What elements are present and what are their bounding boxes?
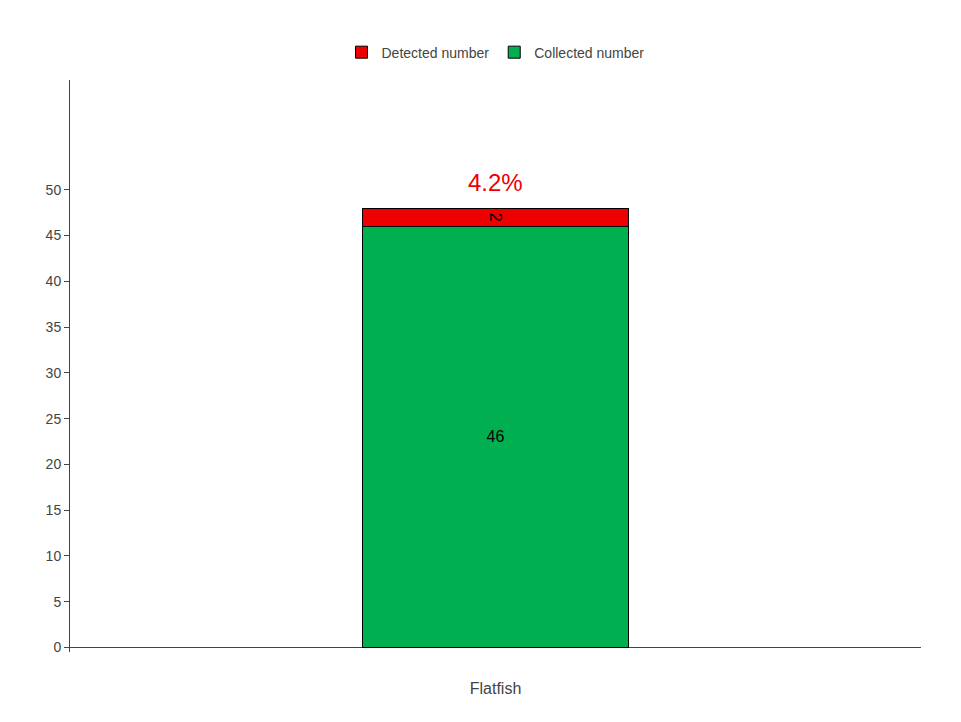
svg-text:20: 20 [46, 456, 62, 472]
svg-text:Detected number: Detected number [382, 45, 490, 61]
svg-text:10: 10 [46, 548, 62, 564]
svg-text:35: 35 [46, 319, 62, 335]
svg-text:Flatfish: Flatfish [470, 680, 522, 697]
svg-text:4.2%: 4.2% [468, 169, 523, 196]
svg-text:Collected number: Collected number [534, 45, 644, 61]
svg-text:46: 46 [487, 428, 505, 445]
svg-text:45: 45 [46, 227, 62, 243]
svg-text:25: 25 [46, 411, 62, 427]
svg-text:15: 15 [46, 502, 62, 518]
svg-text:30: 30 [46, 365, 62, 381]
svg-text:40: 40 [46, 273, 62, 289]
svg-text:2: 2 [487, 213, 504, 222]
svg-text:0: 0 [53, 639, 61, 655]
svg-text:50: 50 [46, 182, 62, 198]
svg-text:5: 5 [53, 594, 61, 610]
